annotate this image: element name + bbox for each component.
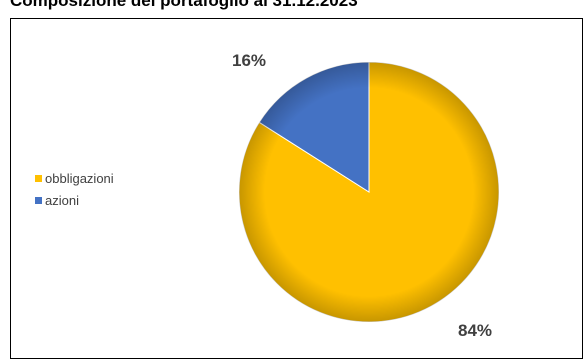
slice-label-azioni: 16% (232, 51, 266, 70)
legend-swatch-obbligazioni (35, 174, 42, 182)
legend-item-azioni: azioni (35, 189, 114, 211)
legend-swatch-azioni (35, 196, 42, 204)
chart-title: Composizione del portafoglio al 31.12.20… (10, 0, 358, 10)
legend-label-obbligazioni: obbligazioni (45, 170, 114, 186)
legend-item-obbligazioni: obbligazioni (35, 167, 114, 189)
slice-label-obbligazioni: 84% (458, 321, 492, 340)
legend-label-azioni: azioni (45, 192, 79, 208)
legend: obbligazioni azioni (35, 167, 114, 211)
